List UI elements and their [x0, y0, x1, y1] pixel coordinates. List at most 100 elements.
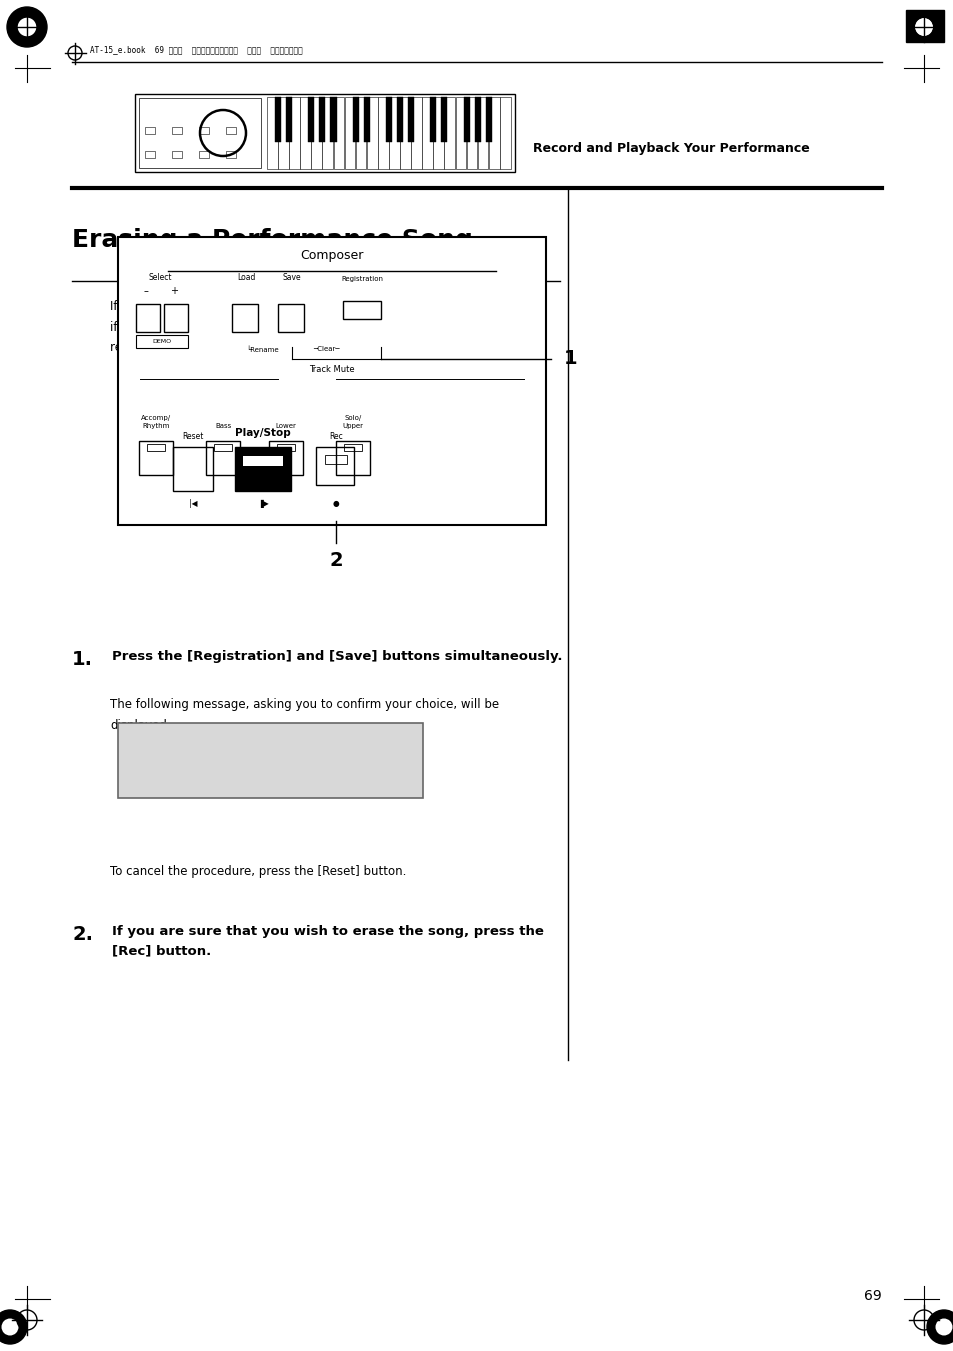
Bar — [226, 127, 235, 134]
Bar — [213, 444, 232, 451]
Bar — [456, 97, 466, 169]
Text: Play/Stop: Play/Stop — [234, 428, 291, 438]
Text: Rec: Rec — [329, 432, 342, 440]
Circle shape — [2, 1319, 18, 1336]
Bar — [136, 304, 160, 332]
Text: Solo/
Upper: Solo/ Upper — [342, 416, 363, 430]
Bar — [145, 151, 154, 158]
Bar — [206, 440, 240, 476]
Bar — [136, 335, 188, 349]
Bar — [164, 304, 188, 332]
Text: 2: 2 — [329, 551, 342, 570]
Bar — [343, 301, 380, 319]
Text: Erasing a Performance Song: Erasing a Performance Song — [71, 228, 473, 253]
Text: AT-15_e.book  69 ページ  ２００５年１月２１日  金曜日  午後８晎１４分: AT-15_e.book 69 ページ ２００５年１月２１日 金曜日 午後８晎１… — [90, 45, 302, 54]
Text: ●: ● — [333, 499, 339, 508]
Bar — [135, 95, 515, 172]
Text: └Rename: └Rename — [246, 346, 278, 353]
Text: +: + — [170, 286, 178, 296]
Circle shape — [926, 1310, 953, 1344]
Text: ─Clear─: ─Clear─ — [313, 346, 339, 353]
Bar — [172, 127, 182, 134]
Text: 69: 69 — [863, 1289, 882, 1302]
Circle shape — [7, 7, 47, 47]
Bar — [286, 97, 292, 142]
Circle shape — [0, 1310, 27, 1344]
Bar — [145, 127, 154, 134]
Bar — [344, 444, 361, 451]
Text: –: – — [143, 286, 149, 296]
Bar — [199, 127, 209, 134]
Bar — [463, 97, 469, 142]
Text: To cancel the procedure, press the [Reset] button.: To cancel the procedure, press the [Rese… — [110, 865, 406, 878]
Text: |◀: |◀ — [189, 499, 197, 508]
Bar — [433, 97, 443, 169]
Bar — [386, 97, 392, 142]
Bar — [139, 99, 261, 168]
Bar — [499, 97, 510, 169]
Bar — [277, 304, 304, 332]
Bar — [353, 97, 358, 142]
Bar — [477, 97, 488, 169]
Bar — [367, 97, 377, 169]
Bar — [322, 97, 333, 169]
Text: Load: Load — [236, 273, 254, 282]
Text: Accomp/
Rhythm: Accomp/ Rhythm — [141, 416, 171, 430]
Text: The following message, asking you to confirm your choice, will be
displayed.: The following message, asking you to con… — [110, 698, 498, 731]
Bar — [330, 97, 336, 142]
Bar — [377, 97, 388, 169]
Text: Registration: Registration — [340, 276, 382, 282]
Circle shape — [914, 18, 932, 36]
Bar — [475, 97, 480, 142]
Bar — [399, 97, 411, 169]
Bar — [147, 444, 165, 451]
Text: 1: 1 — [563, 350, 577, 369]
Bar — [118, 236, 545, 526]
Text: Bass: Bass — [214, 423, 231, 430]
Text: DEMO: DEMO — [152, 339, 172, 345]
Bar — [118, 723, 422, 798]
Bar — [277, 97, 289, 169]
Bar — [289, 97, 299, 169]
Bar — [267, 97, 277, 169]
Text: Press the [Registration] and [Save] buttons simultaneously.: Press the [Registration] and [Save] butt… — [112, 650, 562, 663]
Bar — [243, 457, 283, 466]
Text: Reset: Reset — [182, 432, 204, 440]
Bar — [325, 455, 347, 463]
Bar — [422, 97, 433, 169]
Text: 2.: 2. — [71, 925, 92, 944]
Bar — [319, 97, 325, 142]
Bar — [311, 97, 322, 169]
Bar — [444, 97, 455, 169]
Bar — [441, 97, 447, 142]
Bar — [485, 97, 492, 142]
Circle shape — [17, 18, 37, 36]
Text: Track Mute: Track Mute — [309, 365, 355, 374]
Bar — [234, 447, 291, 490]
Bar — [334, 97, 344, 169]
Bar — [139, 440, 172, 476]
Bar — [315, 447, 354, 485]
Text: Yes=REC  No=RST: Yes=REC No=RST — [130, 766, 261, 781]
Bar — [363, 97, 370, 142]
Bar — [300, 97, 311, 169]
Text: If you are sure that you wish to erase the song, press the
[Rec] button.: If you are sure that you wish to erase t… — [112, 925, 543, 958]
Text: If you wish to discard your recording and re-record from the beginning, or
if yo: If you wish to discard your recording an… — [110, 300, 546, 354]
Bar — [276, 444, 294, 451]
Text: Record and Playback Your Performance: Record and Playback Your Performance — [533, 142, 809, 155]
Text: 1.: 1. — [71, 650, 92, 669]
Bar — [274, 97, 281, 142]
Text: Clear Song Sure?: Clear Song Sure? — [130, 734, 270, 748]
Bar — [396, 97, 403, 142]
Bar — [308, 97, 314, 142]
Bar — [389, 97, 399, 169]
Bar — [355, 97, 366, 169]
Bar — [172, 151, 182, 158]
Bar — [466, 97, 476, 169]
Text: Save: Save — [282, 273, 301, 282]
Bar — [430, 97, 436, 142]
Text: Composer: Composer — [300, 249, 363, 262]
Bar — [172, 447, 213, 490]
Bar — [408, 97, 414, 142]
Circle shape — [935, 1319, 951, 1336]
